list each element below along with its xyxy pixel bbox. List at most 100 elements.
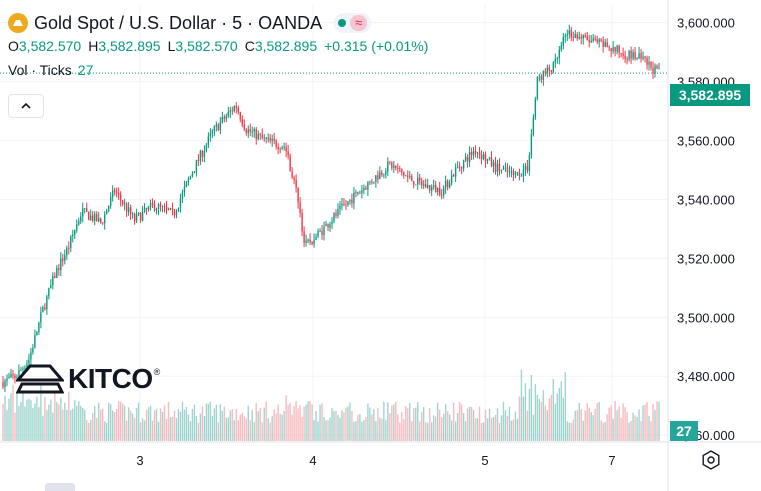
candle: [16, 377, 18, 379]
volume-bar: [421, 411, 423, 441]
volume-bar: [84, 409, 86, 441]
volume-bar: [548, 398, 551, 441]
candle: [636, 58, 638, 60]
volume-bar: [500, 415, 503, 441]
volume-bar: [70, 410, 72, 441]
candle: [88, 211, 90, 220]
candle: [446, 180, 449, 188]
volume-bar: [460, 404, 463, 441]
candle: [107, 205, 110, 211]
candle: [363, 188, 365, 191]
volume-bar: [221, 410, 224, 441]
volume-bar: [417, 402, 419, 441]
volume-bar: [100, 409, 102, 441]
gold-symbol-icon[interactable]: [8, 13, 28, 33]
volume-bar: [536, 394, 539, 441]
candle: [624, 55, 626, 59]
volume-bar: [606, 414, 608, 441]
candle: [650, 61, 652, 68]
settings-icon[interactable]: [701, 450, 721, 470]
volume-bar: [403, 418, 405, 441]
wave-icon: ≈: [350, 15, 368, 31]
candle: [375, 175, 377, 182]
volume-bar: [578, 402, 580, 441]
volume-bar: [107, 402, 110, 441]
volume-bar: [612, 418, 614, 441]
candle: [413, 181, 415, 185]
candle: [149, 203, 152, 207]
volume-bar: [243, 416, 245, 441]
volume-bar: [520, 369, 523, 441]
candle: [600, 39, 602, 41]
volume-bar: [556, 393, 559, 441]
candle: [113, 190, 116, 193]
candle: [92, 215, 94, 221]
kitco-wordmark: KITCO: [68, 363, 153, 394]
candle: [612, 47, 614, 52]
volume-bar: [195, 415, 198, 441]
candle: [496, 163, 499, 172]
candle: [554, 58, 557, 63]
volume-bar: [377, 408, 379, 441]
collapse-legend-button[interactable]: [8, 94, 44, 118]
candle: [30, 352, 32, 360]
volume-bar: [648, 415, 650, 441]
volume-bar: [161, 411, 164, 441]
candle: [536, 77, 539, 100]
candle: [644, 56, 646, 58]
candle: [115, 192, 118, 194]
volume-bar: [546, 410, 549, 441]
candle: [652, 67, 654, 74]
volume-bar: [654, 409, 656, 441]
candle: [56, 268, 58, 278]
candle: [18, 370, 20, 378]
candle: [552, 62, 555, 72]
candle: [171, 208, 174, 210]
high-value: 3,582.895: [98, 38, 161, 54]
volume-bar: [10, 393, 12, 441]
candle: [590, 40, 592, 43]
candle: [279, 149, 281, 150]
candle: [620, 53, 622, 54]
candle: [520, 175, 523, 177]
volume-bar: [413, 408, 415, 441]
volume-bar: [40, 385, 42, 441]
candle: [217, 124, 220, 131]
volume-bar: [30, 400, 32, 441]
volume-bar: [175, 418, 178, 441]
candle: [550, 70, 553, 72]
volume-bar: [385, 420, 387, 441]
candle: [135, 214, 138, 221]
candle: [239, 112, 241, 120]
x-tick-label: 3: [136, 453, 143, 468]
candle: [317, 231, 319, 237]
candle: [109, 197, 112, 206]
low-value: 3,582.570: [175, 38, 238, 54]
candle: [255, 129, 257, 140]
candle: [401, 168, 403, 173]
candle: [516, 172, 519, 174]
volume-legend[interactable]: Vol · Ticks 27: [8, 62, 435, 78]
symbol-title[interactable]: Gold Spot / U.S. Dollar · 5 · OANDA: [34, 12, 323, 33]
candle: [512, 171, 515, 175]
candle: [415, 184, 417, 186]
candle: [409, 176, 411, 178]
volume-bar: [197, 422, 200, 441]
volume-bar: [44, 396, 46, 441]
candle: [82, 208, 84, 217]
volume-bar: [303, 406, 305, 441]
volume-bar: [315, 411, 317, 441]
candle: [36, 331, 38, 336]
candle: [70, 236, 72, 248]
volume-bar: [289, 402, 291, 441]
candle: [205, 144, 208, 151]
volume-bar: [48, 404, 50, 441]
scroll-handle[interactable]: [45, 483, 75, 491]
volume-bar: [145, 409, 148, 441]
candle: [327, 223, 329, 228]
market-status-badge[interactable]: ≈: [334, 13, 372, 33]
low-label: L: [167, 38, 176, 54]
time-axis: 3 4 5 7: [136, 453, 615, 468]
volume-bar: [480, 422, 483, 441]
